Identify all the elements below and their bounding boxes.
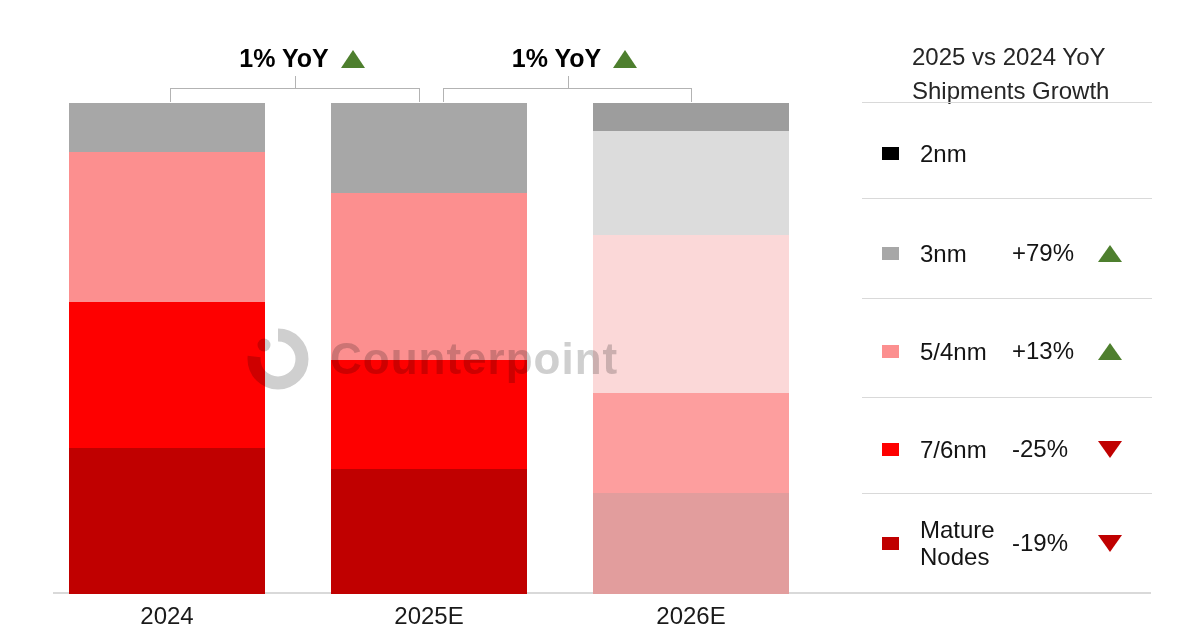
legend-item-change: -19% bbox=[1012, 529, 1082, 557]
bar-segment-2024-3nm bbox=[69, 103, 265, 152]
bar-2026E bbox=[593, 103, 789, 594]
legend-item-change: -25% bbox=[1012, 435, 1082, 463]
bar-2024 bbox=[69, 103, 265, 594]
legend-item-name: 7/6nm bbox=[920, 436, 1012, 463]
bar-segment-2025E-3nm bbox=[331, 103, 527, 193]
legend-item-name: 2nm bbox=[920, 140, 1012, 167]
yoy-label-1: 1% YoY bbox=[172, 44, 432, 73]
bar-segment-2025E-mature-nodes bbox=[331, 469, 527, 594]
yoy-bracket-tick-2 bbox=[568, 76, 569, 89]
yoy-label-text: 1% YoY bbox=[239, 44, 328, 73]
legend-divider bbox=[862, 198, 1152, 199]
legend-swatch-icon bbox=[882, 247, 899, 260]
bar-segment-2026E-mature-nodes bbox=[593, 493, 789, 594]
x-label-2024: 2024 bbox=[67, 602, 267, 630]
growth-up-icon bbox=[613, 50, 637, 68]
growth-down-icon bbox=[1098, 441, 1122, 458]
legend-title: 2025 vs 2024 YoY Shipments Growth bbox=[912, 40, 1109, 108]
growth-up-icon bbox=[1098, 343, 1122, 360]
x-label-2025E: 2025E bbox=[329, 602, 529, 630]
legend-item-name: 3nm bbox=[920, 240, 1012, 267]
bar-segment-2026E-2nm bbox=[593, 103, 789, 131]
legend-item-7-6nm: 7/6nm-25% bbox=[862, 429, 1152, 469]
growth-up-icon bbox=[341, 50, 365, 68]
legend-divider bbox=[862, 298, 1152, 299]
legend-item-mature-nodes: Mature Nodes-19% bbox=[862, 515, 1152, 571]
legend-item-name: 5/4nm bbox=[920, 338, 1012, 365]
legend-item-change: +13% bbox=[1012, 337, 1082, 365]
legend-divider bbox=[862, 397, 1152, 398]
legend-item-name: Mature Nodes bbox=[920, 516, 1012, 570]
yoy-bracket-1 bbox=[170, 88, 420, 102]
legend-item-change: +79% bbox=[1012, 239, 1082, 267]
legend-swatch-icon bbox=[882, 345, 899, 358]
yoy-bracket-tick-1 bbox=[295, 76, 296, 89]
legend-divider bbox=[862, 102, 1152, 103]
counterpoint-logo-icon bbox=[244, 325, 312, 393]
bar-segment-2026E-7-6nm bbox=[593, 393, 789, 493]
x-label-2026E: 2026E bbox=[591, 602, 791, 630]
legend-swatch-icon bbox=[882, 443, 899, 456]
legend-item-5-4nm: 5/4nm+13% bbox=[862, 331, 1152, 371]
bar-segment-2024-5-4nm bbox=[69, 152, 265, 302]
growth-down-icon bbox=[1098, 535, 1122, 552]
legend-divider bbox=[862, 493, 1152, 494]
legend-item-2nm: 2nm bbox=[862, 133, 1152, 173]
legend: 2025 vs 2024 YoY Shipments Growth 2nm 3nm… bbox=[862, 0, 1152, 640]
bar-segment-2026E-3nm bbox=[593, 131, 789, 235]
bar-segment-2026E-5-4nm bbox=[593, 235, 789, 393]
bar-segment-2024-mature-nodes bbox=[69, 448, 265, 594]
chart-canvas: 1% YoY 1% YoY 2024 2025E 2026E Counterpoint… bbox=[0, 0, 1200, 640]
watermark: Counterpoint bbox=[244, 325, 618, 393]
bar-segment-2024-7-6nm bbox=[69, 302, 265, 448]
legend-swatch-icon bbox=[882, 147, 899, 160]
legend-item-3nm: 3nm+79% bbox=[862, 233, 1152, 273]
legend-swatch-icon bbox=[882, 537, 899, 550]
yoy-label-text: 1% YoY bbox=[512, 44, 601, 73]
growth-up-icon bbox=[1098, 245, 1122, 262]
legend-title-line1: 2025 vs 2024 YoY bbox=[912, 40, 1109, 74]
yoy-label-2: 1% YoY bbox=[445, 44, 705, 73]
yoy-bracket-2 bbox=[443, 88, 692, 102]
watermark-text: Counterpoint bbox=[330, 334, 618, 384]
